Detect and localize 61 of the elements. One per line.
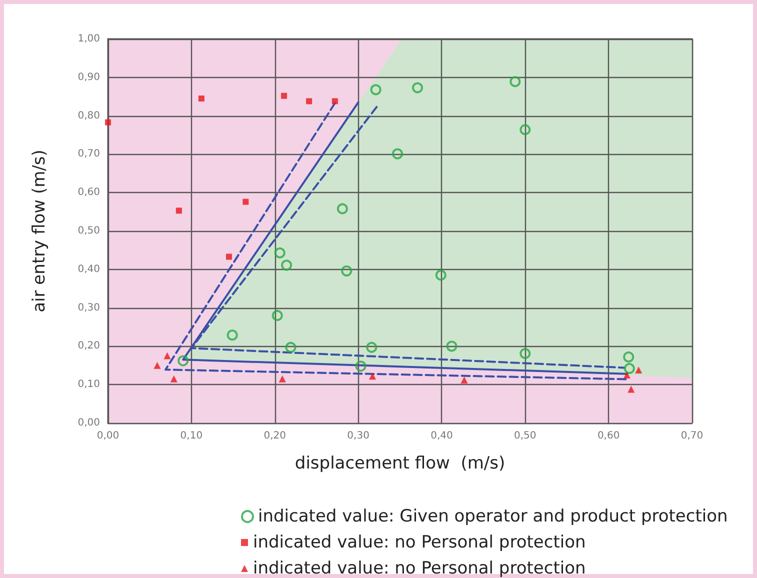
x-tick-label: 0,50 [514,430,536,442]
legend-label: indicated value: no Personal protection [253,532,586,552]
point [306,98,312,104]
point [281,92,288,99]
point [623,351,634,362]
point [274,247,286,258]
y-tick-label: 1,00 [78,34,100,44]
point [341,265,352,276]
point [278,375,286,382]
point [392,148,403,160]
point [226,254,232,260]
point [635,366,642,374]
legend-label: indicated value: no Personal protection [253,558,586,578]
point [242,198,249,205]
point [435,270,446,281]
point [623,372,630,378]
point [370,84,382,96]
y-tick-label: 0,10 [78,379,100,390]
point [520,124,531,136]
y-tick-label: 0,70 [78,148,100,160]
point [336,203,348,214]
point [520,348,531,359]
point [460,376,468,384]
point [170,375,178,382]
y-tick-label: 0,60 [78,187,100,198]
x-tick-label: 0,30 [347,430,370,442]
x-axis-title: displacement flow (m/s) [294,454,506,474]
point [154,362,161,369]
point [510,76,521,88]
point [272,310,283,321]
point [368,372,376,380]
x-tick-label: 0,60 [597,430,620,442]
x-tick-label: 0,10 [180,430,203,442]
point [628,386,635,393]
point [178,355,189,366]
point [446,340,458,352]
point [105,119,111,126]
y-tick-label: 0,30 [78,302,100,314]
x-tick-label: 0,70 [680,430,704,442]
legend-label: indicated value: Given operator and product protection [258,506,728,526]
x-tick-label: 0,40 [430,430,453,442]
point [624,362,635,374]
y-tick-label: 0,20 [78,340,100,352]
y-tick-label: 0,40 [78,264,100,275]
point [366,342,378,353]
x-tick-label: 0,00 [96,430,120,442]
point [285,342,296,353]
y-axis-title: air entry flow (m/s) [30,150,50,312]
point [412,82,424,94]
point [226,330,238,341]
point [198,96,204,102]
y-tick-label: 0,00 [78,418,100,428]
point [355,360,366,372]
y-tick-label: 0,80 [78,110,100,122]
y-tick-label: 0,90 [78,72,100,83]
point [332,98,338,104]
point [281,260,292,271]
y-tick-label: 0,50 [78,226,100,236]
point [164,352,171,360]
point [176,208,182,214]
x-tick-label: 0,20 [264,430,286,442]
